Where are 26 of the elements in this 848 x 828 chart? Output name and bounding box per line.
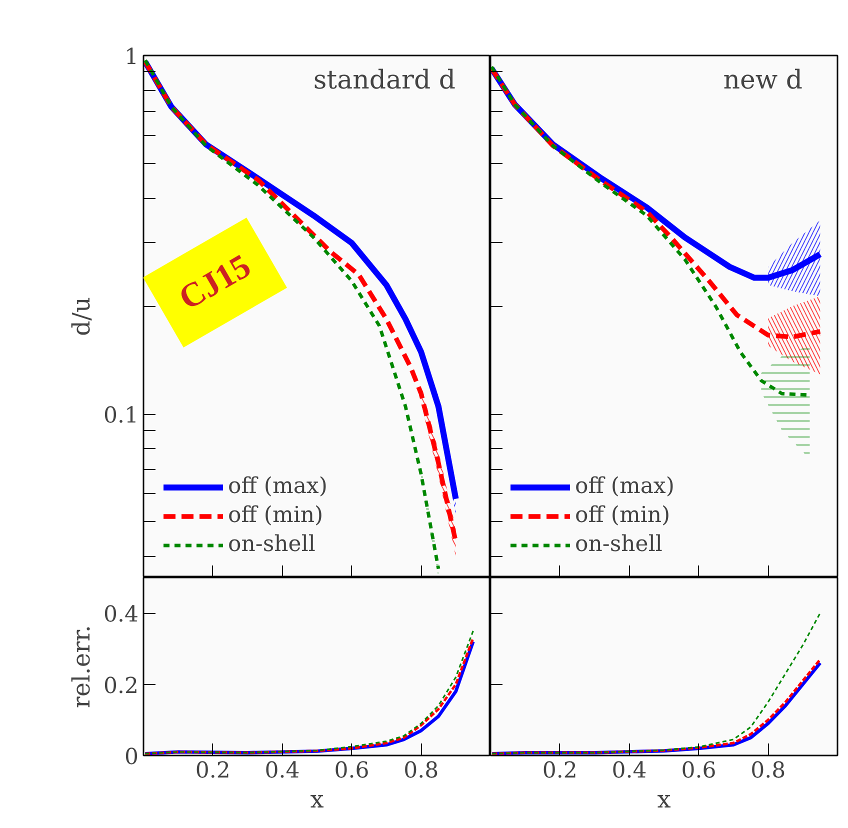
x-tick-label: 0.6 xyxy=(681,758,716,784)
y-tick-label: 0.1 xyxy=(104,404,139,429)
y-axis-title: rel.err. xyxy=(68,624,96,708)
y-tick-label: 0.2 xyxy=(104,674,139,699)
legend-label: off (min) xyxy=(228,503,324,528)
x-tick-label: 0.6 xyxy=(334,758,370,784)
legend-label: on-shell xyxy=(228,532,316,557)
x-tick-label: 0.2 xyxy=(195,758,230,784)
legend-label: off (max) xyxy=(575,474,674,499)
y-tick-label: 0.4 xyxy=(104,602,139,628)
legend-label: off (max) xyxy=(228,474,328,499)
y-tick-label: 1 xyxy=(124,45,139,70)
chart-title: standard d xyxy=(313,66,456,96)
x-axis-title: x xyxy=(310,786,324,814)
x-tick-label: 0.8 xyxy=(404,758,439,784)
legend-label: on-shell xyxy=(575,532,662,557)
chart-title: new d xyxy=(723,66,802,96)
annotation: CJ15 xyxy=(173,248,257,318)
legend-label: off (min) xyxy=(575,503,670,528)
x-tick-label: 0.4 xyxy=(264,758,300,784)
x-axis-title: x xyxy=(657,786,672,814)
y-tick-label: 0 xyxy=(124,745,139,770)
y-axis-title: d/u xyxy=(68,297,96,336)
x-tick-label: 0.4 xyxy=(612,758,647,784)
x-tick-label: 0.8 xyxy=(750,758,786,784)
x-tick-label: 0.2 xyxy=(542,758,578,784)
